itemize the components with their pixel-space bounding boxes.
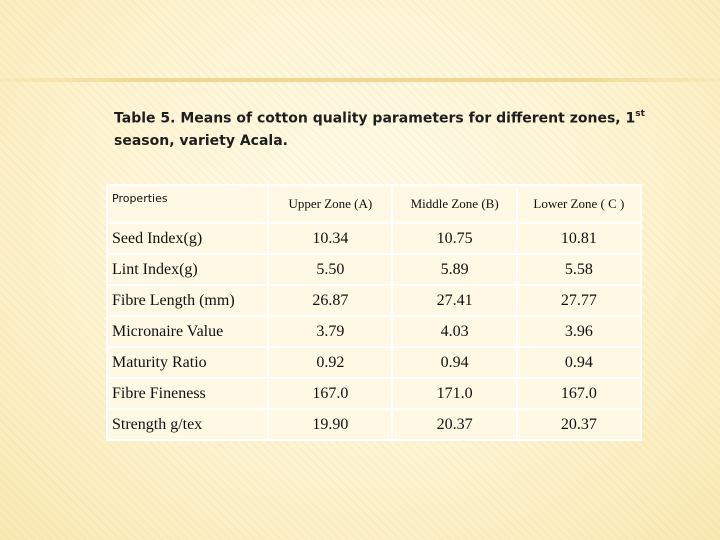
table-header-row: Properties Upper Zone (A) Middle Zone (B… — [108, 186, 640, 222]
table-caption: Table 5. Means of cotton quality paramet… — [114, 104, 654, 152]
cell-middle: 5.89 — [393, 255, 516, 284]
caption-superscript: st — [635, 109, 645, 119]
table-row: Micronaire Value 3.79 4.03 3.96 — [108, 317, 640, 346]
cell-upper: 5.50 — [269, 255, 392, 284]
header-properties: Properties — [108, 186, 268, 222]
header-middle-zone: Middle Zone (B) — [393, 186, 516, 222]
table-row: Fibre Fineness 167.0 171.0 167.0 — [108, 379, 640, 408]
cell-upper: 0.92 — [269, 348, 392, 377]
header-upper-zone: Upper Zone (A) — [269, 186, 392, 222]
cell-lower: 3.96 — [517, 317, 640, 346]
cell-middle: 0.94 — [393, 348, 516, 377]
cell-upper: 167.0 — [269, 379, 392, 408]
cell-lower: 20.37 — [517, 410, 640, 439]
cell-lower: 10.81 — [517, 224, 640, 253]
cotton-quality-table: Properties Upper Zone (A) Middle Zone (B… — [106, 184, 642, 441]
table-row: Maturity Ratio 0.92 0.94 0.94 — [108, 348, 640, 377]
table-row: Fibre Length (mm) 26.87 27.41 27.77 — [108, 286, 640, 315]
cell-middle: 20.37 — [393, 410, 516, 439]
row-label: Fibre Fineness — [108, 379, 268, 408]
cell-middle: 10.75 — [393, 224, 516, 253]
header-lower-zone: Lower Zone ( C ) — [517, 186, 640, 222]
cell-lower: 0.94 — [517, 348, 640, 377]
cell-upper: 26.87 — [269, 286, 392, 315]
table-row: Seed Index(g) 10.34 10.75 10.81 — [108, 224, 640, 253]
row-label: Fibre Length (mm) — [108, 286, 268, 315]
cell-lower: 167.0 — [517, 379, 640, 408]
cell-upper: 19.90 — [269, 410, 392, 439]
row-label: Lint Index(g) — [108, 255, 268, 284]
caption-line1: Table 5. Means of cotton quality paramet… — [114, 110, 636, 127]
table-row: Lint Index(g) 5.50 5.89 5.58 — [108, 255, 640, 284]
cell-lower: 5.58 — [517, 255, 640, 284]
row-label: Seed Index(g) — [108, 224, 268, 253]
cell-middle: 171.0 — [393, 379, 516, 408]
cell-middle: 27.41 — [393, 286, 516, 315]
table-row: Strength g/tex 19.90 20.37 20.37 — [108, 410, 640, 439]
cell-middle: 4.03 — [393, 317, 516, 346]
row-label: Micronaire Value — [108, 317, 268, 346]
caption-line2: season, variety Acala. — [114, 132, 288, 149]
row-label: Strength g/tex — [108, 410, 268, 439]
cell-lower: 27.77 — [517, 286, 640, 315]
cell-upper: 3.79 — [269, 317, 392, 346]
cell-upper: 10.34 — [269, 224, 392, 253]
row-label: Maturity Ratio — [108, 348, 268, 377]
decorative-top-rule — [0, 78, 720, 82]
